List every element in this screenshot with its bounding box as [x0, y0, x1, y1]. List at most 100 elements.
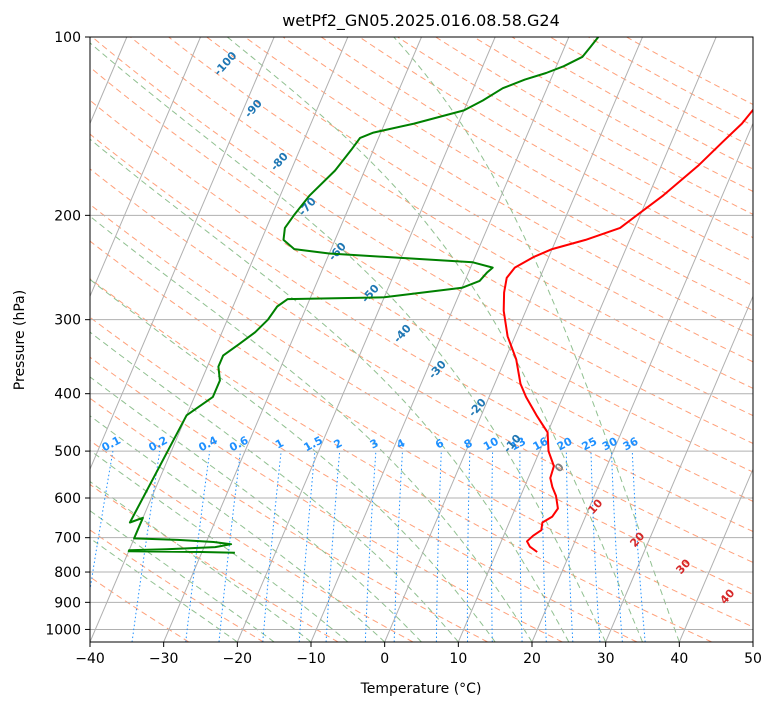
y-tick-label: 900 — [54, 595, 81, 611]
x-tick-label: 10 — [449, 651, 467, 667]
mixing-ratio-label: 4 — [394, 436, 407, 451]
x-tick-label: 30 — [597, 651, 615, 667]
x-tick-label: −10 — [296, 651, 326, 667]
grid-layer — [90, 37, 753, 642]
mixing-ratio-label: 30 — [600, 435, 620, 454]
x-tick-label: −20 — [223, 651, 253, 667]
dry-adiabat — [90, 440, 414, 642]
x-tick-label: −40 — [75, 651, 105, 667]
isotherm-label: -50 — [359, 282, 382, 306]
y-axis: 100 200 300 400 500 600 700 800 900 1000 — [45, 30, 90, 638]
y-tick-label: 300 — [54, 313, 81, 329]
moist-adiabat — [90, 415, 386, 642]
moist-adiabat — [226, 37, 643, 642]
isotherm-line — [457, 37, 717, 642]
isotherm-labels: 0.1 0.2 0.4 0.6 1 1.5 2 3 4 6 8 10 13 16 20 25 30 36-100-… — [100, 49, 738, 607]
mixing-ratio-label: 13 — [508, 435, 528, 454]
isotherm-line — [605, 295, 753, 642]
x-axis-label: Temperature (°C) — [360, 681, 482, 697]
moist-adiabat — [90, 331, 459, 642]
y-tick-label: 700 — [54, 531, 81, 547]
isotherm-label: -100 — [211, 49, 239, 78]
y-axis-label: Pressure (hPa) — [12, 290, 28, 390]
y-tick-label: 1000 — [45, 622, 81, 638]
y-tick-label: 200 — [54, 208, 81, 224]
isotherm-line — [531, 122, 753, 642]
dry-adiabat — [168, 37, 753, 389]
isotherm-label: -90 — [242, 97, 265, 121]
dry-adiabat — [91, 37, 753, 444]
mixing-ratio-line — [519, 451, 523, 642]
chart-title: wetPf2_GN05.2025.016.08.58.G24 — [282, 11, 560, 31]
dry-adiabat — [282, 37, 753, 312]
dry-adiabat — [588, 37, 753, 127]
y-tick-label: 400 — [54, 387, 81, 403]
moist-adiabat — [90, 215, 533, 642]
mixing-ratio-line — [491, 451, 494, 642]
dry-adiabat — [90, 203, 753, 595]
dry-adiabat — [90, 240, 753, 628]
isotherm-label: 30 — [673, 556, 693, 576]
moist-adiabat — [90, 480, 312, 642]
mixing-ratio-label: 10 — [481, 435, 501, 454]
x-tick-label: 40 — [670, 651, 688, 667]
y-tick-label: 800 — [54, 565, 81, 581]
x-tick-label: 50 — [744, 651, 762, 667]
isotherm-line — [90, 37, 201, 298]
isotherm-line — [310, 37, 570, 642]
isotherm-label: -40 — [391, 322, 414, 346]
y-tick-label: 600 — [54, 491, 81, 507]
isotherm-line — [236, 37, 496, 642]
mixing-ratio-line — [565, 451, 574, 642]
temperature-line — [502, 108, 753, 553]
dry-adiabat — [90, 356, 563, 642]
y-tick-label: 500 — [54, 444, 81, 460]
dry-adiabat — [90, 66, 753, 473]
mixing-ratio-line — [131, 451, 161, 642]
dry-adiabat — [90, 278, 712, 642]
y-tick-label: 100 — [54, 30, 81, 46]
mixing-ratio-label: 25 — [580, 435, 600, 454]
isotherm-line — [90, 37, 349, 642]
dry-adiabat — [359, 37, 753, 262]
mixing-ratio-label: 3 — [368, 436, 381, 451]
plot-frame — [89, 36, 754, 643]
isotherm-label: 40 — [717, 586, 737, 606]
mixing-ratio-line — [185, 451, 211, 642]
mixing-ratio-label: 1 — [273, 436, 286, 451]
isotherm-label: 10 — [585, 496, 605, 516]
mixing-ratio-label: 2 — [332, 436, 345, 451]
isotherm-label: -60 — [326, 240, 349, 264]
isotherm-line — [384, 37, 643, 642]
dry-adiabat — [90, 168, 753, 563]
isotherm-label: -20 — [466, 396, 489, 420]
isotherm-line — [90, 37, 275, 471]
mixing-ratio-label: 20 — [555, 435, 575, 454]
moist-adiabat — [90, 510, 275, 642]
moist-adiabat — [90, 42, 607, 642]
x-tick-label: 0 — [380, 651, 389, 667]
dry-adiabat — [511, 37, 753, 170]
mixing-ratio-line — [435, 451, 442, 642]
dry-adiabat — [90, 316, 638, 642]
mixing-ratio-line — [298, 451, 316, 642]
mixing-ratio-line — [90, 451, 114, 593]
dry-adiabat — [244, 37, 753, 337]
moist-adiabat — [393, 37, 680, 642]
dry-adiabat — [549, 37, 753, 148]
series-layer — [127, 37, 753, 554]
isotherm-line — [678, 467, 753, 642]
dry-adiabat — [206, 37, 753, 363]
isotherm-line — [752, 640, 753, 642]
dewpoint-line — [127, 37, 600, 554]
mixing-ratio-line — [218, 451, 241, 642]
mixing-ratio-label: 36 — [621, 435, 641, 454]
x-axis: −40 −30 −20 −10 0 10 20 30 40 50 — [75, 642, 762, 667]
mixing-ratio-line — [631, 451, 646, 642]
moist-adiabat — [90, 138, 570, 642]
dry-adiabat — [90, 133, 753, 533]
moist-adiabat — [90, 537, 238, 642]
x-tick-label: 20 — [523, 651, 541, 667]
dry-adiabat — [435, 37, 753, 215]
